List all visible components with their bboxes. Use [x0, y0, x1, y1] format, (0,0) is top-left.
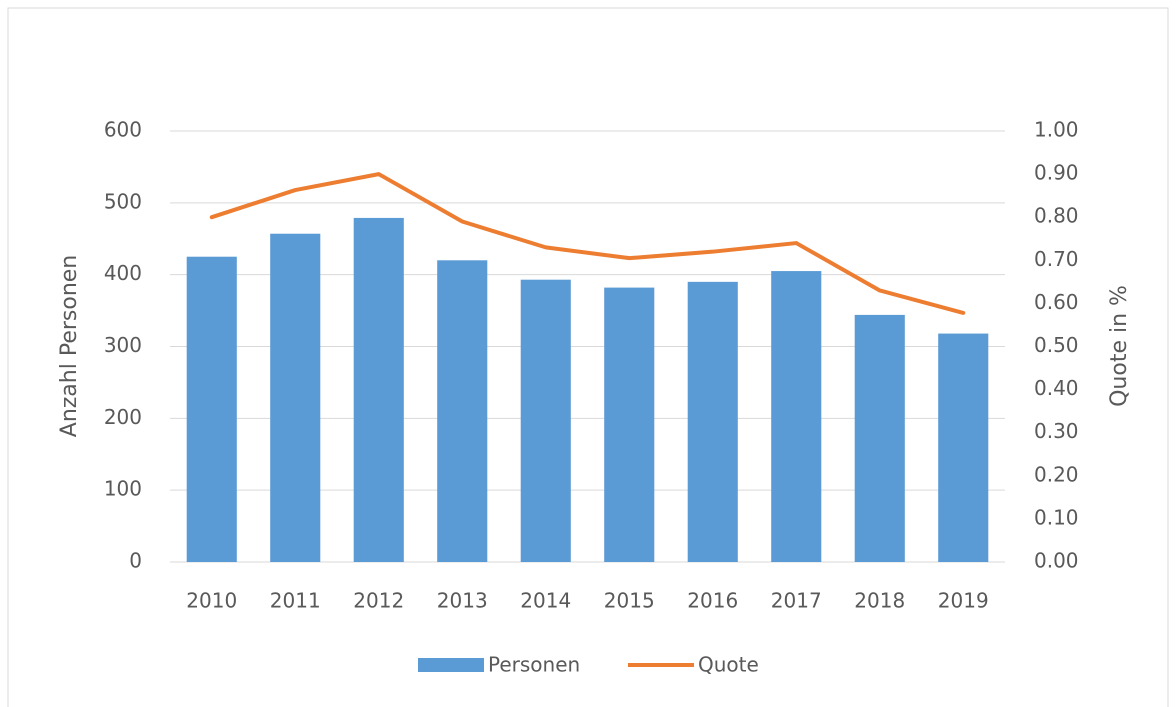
y2-tick-label: 0.80 — [1034, 204, 1079, 228]
x-tick-label: 2010 — [186, 589, 237, 613]
y2-tick-label: 0.40 — [1034, 376, 1079, 400]
x-tick-label: 2015 — [604, 589, 655, 613]
y-axis-title: Anzahl Personen — [57, 255, 82, 437]
line — [209, 172, 966, 315]
y2-tick-label: 0.10 — [1034, 505, 1079, 529]
x-tick-label: 2011 — [270, 589, 321, 613]
chart-border — [7, 7, 1169, 707]
bar — [520, 279, 571, 562]
y-tick-label: 300 — [104, 333, 142, 357]
x-tick-label: 2017 — [771, 589, 822, 613]
x-tick-label: 2014 — [520, 589, 571, 613]
y-tick-label: 500 — [104, 189, 142, 213]
x-tick-label: 2016 — [687, 589, 738, 613]
legend-label: Personen — [488, 653, 580, 677]
y2-tick-label: 0.50 — [1034, 333, 1079, 357]
y2-tick-label: 0.00 — [1034, 549, 1079, 573]
x-tick-label: 2018 — [854, 589, 905, 613]
bar — [604, 287, 655, 562]
y2-tick-label: 0.70 — [1034, 247, 1079, 271]
y2-tick-label: 0.90 — [1034, 161, 1079, 185]
y-tick-label: 600 — [104, 118, 142, 142]
y2-tick-label: 0.30 — [1034, 419, 1079, 443]
y-tick-label: 0 — [129, 549, 142, 573]
bar — [437, 260, 488, 562]
y-tick-label: 100 — [104, 477, 142, 501]
bar — [186, 256, 237, 562]
x-tick-label: 2013 — [437, 589, 488, 613]
legend-label: Quote — [698, 653, 759, 677]
bar — [687, 281, 738, 562]
y-tick-label: 200 — [104, 405, 142, 429]
bar — [270, 233, 321, 562]
y2-tick-label: 0.20 — [1034, 462, 1079, 486]
bar — [771, 271, 822, 562]
y-tick-label: 400 — [104, 261, 142, 285]
bar — [353, 217, 404, 562]
bar — [854, 314, 905, 562]
y2-axis-title: Quote in % — [1107, 285, 1132, 407]
y2-tick-label: 0.60 — [1034, 290, 1079, 314]
y2-tick-label: 1.00 — [1034, 118, 1079, 142]
legend-swatch — [418, 658, 484, 672]
x-tick-label: 2019 — [938, 589, 989, 613]
bar — [938, 333, 989, 562]
x-tick-label: 2012 — [353, 589, 404, 613]
